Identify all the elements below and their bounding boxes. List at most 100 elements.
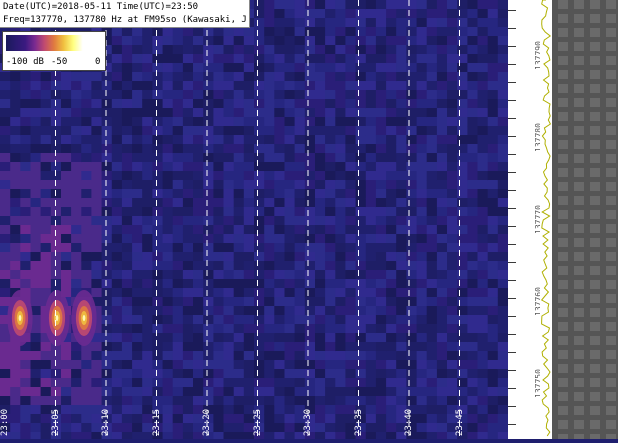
spectrogram-cell	[335, 432, 346, 439]
spectrogram-cell	[315, 99, 326, 109]
spectrogram-cell	[152, 423, 164, 433]
spectrogram-cell	[477, 153, 489, 163]
spectrogram-cell	[396, 396, 407, 406]
spectrogram-cell	[132, 45, 143, 55]
spectrogram-cell	[264, 306, 275, 316]
spectrogram-cell	[467, 333, 479, 343]
spectrogram-cell	[50, 414, 62, 424]
spectrogram-cell	[121, 378, 133, 388]
spectrogram-cell	[386, 234, 397, 244]
spectrogram-cell	[203, 45, 214, 55]
spectrogram-cell	[121, 252, 133, 262]
spectrogram-cell	[121, 369, 133, 379]
spectrogram-cell	[142, 297, 153, 307]
spectrogram-cell	[213, 81, 225, 91]
spectrogram-cell	[0, 432, 11, 439]
spectrogram-cell	[30, 423, 42, 433]
spectrogram-cell	[447, 324, 458, 334]
spectrogram-cell	[355, 315, 367, 325]
spectrogram-cell	[182, 90, 194, 100]
spectrogram-cell	[345, 342, 357, 352]
spectrogram-cell	[264, 54, 275, 64]
spectrogram-cell	[304, 423, 316, 433]
spectrogram-cell	[325, 63, 336, 73]
spectrogram-cell	[457, 207, 468, 217]
spectrogram-cell	[193, 117, 204, 127]
spectrogram-cell	[375, 369, 387, 379]
spectrogram-cell	[101, 144, 113, 154]
spectrogram-cell	[203, 342, 214, 352]
spectrogram-cell	[447, 108, 458, 118]
spectrogram-cell	[457, 27, 468, 37]
spectrogram-cell	[81, 126, 92, 136]
spectrogram-cell	[304, 36, 316, 46]
spectrogram-cell	[30, 180, 42, 190]
spectrogram-cell	[325, 90, 336, 100]
spectrogram-cell	[335, 81, 346, 91]
spectrogram-cell	[355, 396, 367, 406]
spectrogram-cell	[315, 252, 326, 262]
spectrogram-cell	[396, 0, 407, 10]
spectrogram-cell	[81, 243, 92, 253]
spectrogram-cell	[182, 234, 194, 244]
spectrogram-cell	[91, 126, 103, 136]
spectrogram-cell	[254, 54, 265, 64]
spectrogram-cell	[142, 234, 153, 244]
spectrogram-cell	[121, 117, 133, 127]
spectrogram-cell	[365, 126, 377, 136]
freq-tick	[508, 298, 516, 299]
spectrogram-cell	[365, 387, 377, 397]
spectrogram-cell	[325, 198, 336, 208]
spectrogram-cell	[71, 387, 82, 397]
spectrogram-cell	[467, 54, 479, 64]
spectrogram-cell	[50, 171, 62, 181]
spectrogram-cell	[152, 432, 164, 439]
level-column	[574, 0, 584, 439]
spectrogram-cell	[213, 324, 225, 334]
spectrogram-cell	[193, 207, 204, 217]
spectrogram-cell	[294, 360, 306, 370]
spectrogram-cell	[386, 261, 397, 271]
spectrogram-cell	[264, 252, 275, 262]
spectrogram-cell	[213, 198, 225, 208]
spectrogram-cell	[284, 108, 296, 118]
spectrogram-cell	[111, 333, 123, 343]
spectrogram-cell	[0, 324, 11, 334]
spectrogram-cell	[142, 135, 153, 145]
spectrogram-cell	[61, 144, 72, 154]
spectrogram-cell	[355, 297, 367, 307]
spectrogram-cell	[121, 414, 133, 424]
spectrogram-cell	[243, 324, 255, 334]
spectrogram-cell	[264, 261, 275, 271]
spectrogram-cell	[436, 252, 448, 262]
spectrogram-cell	[345, 45, 357, 55]
spectrogram-cell	[172, 342, 184, 352]
spectrogram-cell	[172, 135, 184, 145]
spectrogram-cell	[213, 351, 225, 361]
spectrogram-cell	[172, 207, 184, 217]
spectrogram-cell	[152, 351, 164, 361]
spectrogram-cell	[132, 396, 143, 406]
spectrogram-cell	[233, 108, 245, 118]
spectrogram-cell	[223, 414, 235, 424]
spectrogram-cell	[315, 405, 326, 415]
spectrogram-cell	[386, 270, 397, 280]
spectrogram-cell	[30, 315, 42, 325]
spectrogram-cell	[284, 405, 296, 415]
spectrogram-cell	[274, 207, 285, 217]
spectrogram-cell	[223, 342, 235, 352]
spectrogram-cell	[426, 306, 438, 316]
spectrogram-cell	[172, 117, 184, 127]
spectrogram-cell	[20, 405, 31, 415]
spectrogram-cell	[91, 414, 103, 424]
spectrogram-cell	[223, 54, 235, 64]
spectrogram-cell	[10, 180, 21, 190]
spectrogram-cell	[40, 81, 52, 91]
spectrogram-cell	[0, 153, 11, 163]
spectrogram-cell	[233, 198, 245, 208]
spectrogram-cell	[213, 261, 225, 271]
spectrogram-cell	[40, 234, 52, 244]
spectrogram-cell	[223, 306, 235, 316]
spectrogram-cell	[477, 81, 489, 91]
spectrogram-cell	[254, 279, 265, 289]
